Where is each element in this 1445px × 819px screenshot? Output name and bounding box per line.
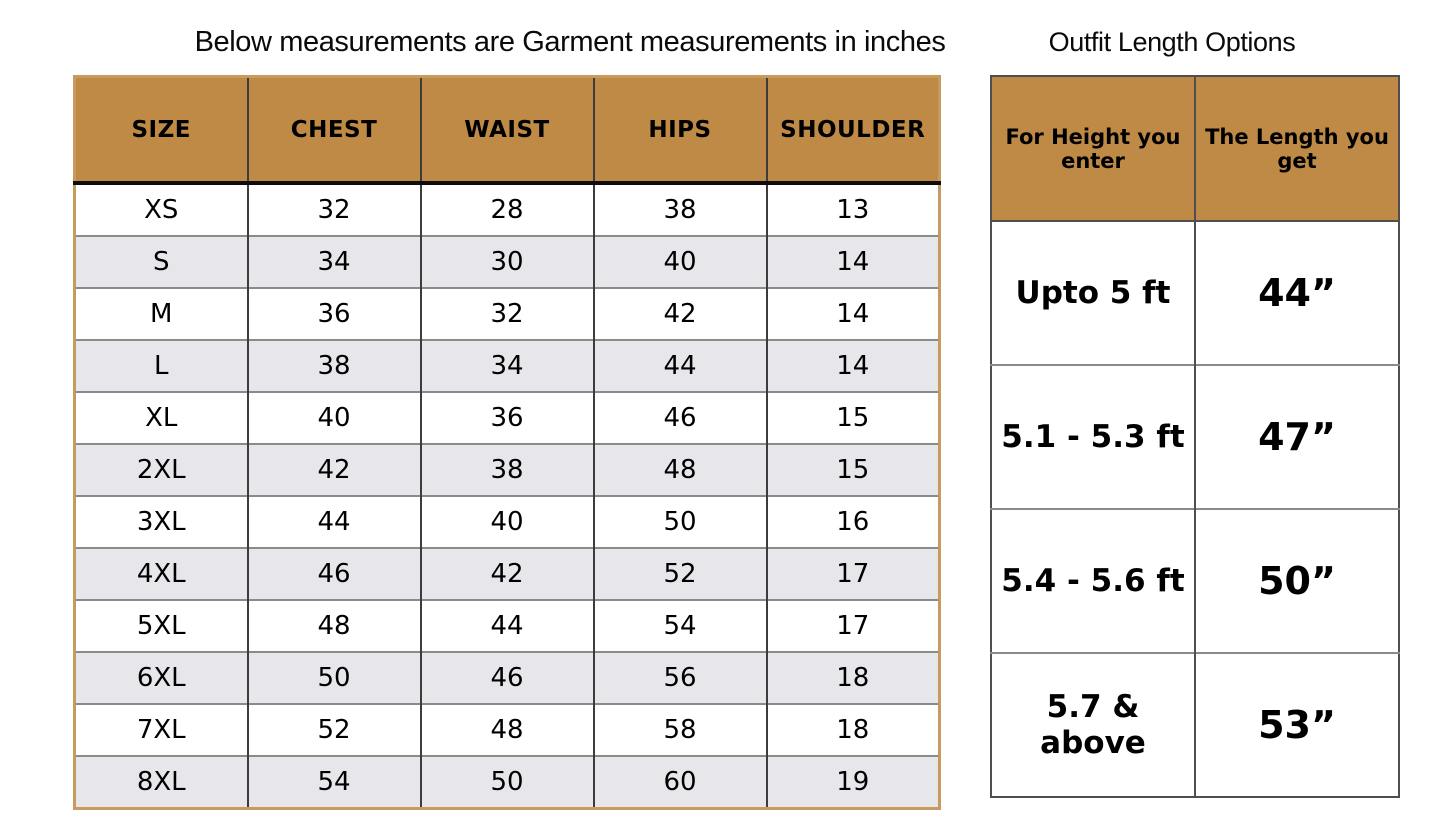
table-cell: 44 [419, 599, 594, 652]
size-chart-header-row: SIZE CHEST WAIST HIPS SHOULDER [74, 76, 940, 185]
table-cell: 50” [1194, 508, 1399, 653]
table-row: M 36 32 42 14 [74, 287, 940, 340]
table-cell: 44” [1194, 220, 1399, 365]
table-cell: 46 [246, 547, 421, 600]
table-cell: 13 [765, 182, 940, 236]
table-row: XS 32 28 38 13 [74, 182, 940, 236]
table-row: 7XL 52 48 58 18 [74, 703, 940, 756]
table-cell: XL [74, 391, 248, 444]
column-header: The Length you get [1194, 76, 1399, 222]
table-cell: 54 [246, 755, 421, 809]
table-cell: 5XL [74, 599, 248, 652]
table-cell: 54 [592, 599, 767, 652]
table-cell: 18 [765, 651, 940, 704]
table-cell: 8XL [74, 755, 248, 809]
table-cell: 48 [246, 599, 421, 652]
table-cell: 44 [592, 339, 767, 392]
table-cell: 40 [419, 495, 594, 548]
table-cell: 30 [419, 235, 594, 288]
table-row: 5.7 & above 53” [991, 652, 1399, 797]
table-row: 5XL 48 44 54 17 [74, 599, 940, 652]
table-cell: 44 [246, 495, 421, 548]
table-cell: 18 [765, 703, 940, 756]
table-row: 4XL 46 42 52 17 [74, 547, 940, 600]
table-cell: 15 [765, 443, 940, 496]
table-cell: 16 [765, 495, 940, 548]
table-cell: 46 [592, 391, 767, 444]
table-row: S 34 30 40 14 [74, 235, 940, 288]
table-cell: 38 [592, 182, 767, 236]
table-cell: 42 [592, 287, 767, 340]
column-header: SHOULDER [765, 76, 940, 185]
table-row: 5.1 - 5.3 ft 47” [991, 364, 1399, 509]
size-chart-body: XS 32 28 38 13 S 34 30 40 14 M 36 32 42 14 L 38 34 44 14 XL 4… [74, 182, 940, 809]
table-cell: 52 [246, 703, 421, 756]
table-row: L 38 34 44 14 [74, 339, 940, 392]
table-row: Upto 5 ft 44” [991, 220, 1399, 365]
size-chart-title: Below measurements are Garment measureme… [194, 26, 946, 58]
table-cell: 3XL [74, 495, 248, 548]
table-cell: 48 [592, 443, 767, 496]
table-cell: 34 [419, 339, 594, 392]
table-cell: 15 [765, 391, 940, 444]
table-cell: 19 [765, 755, 940, 809]
table-cell: L [74, 339, 248, 392]
table-cell: 42 [246, 443, 421, 496]
table-cell: 6XL [74, 651, 248, 704]
table-cell: 42 [419, 547, 594, 600]
table-cell: 58 [592, 703, 767, 756]
length-options-body: Upto 5 ft 44” 5.1 - 5.3 ft 47” 5.4 - 5.6 ft 5… [991, 220, 1399, 797]
table-cell: 14 [765, 235, 940, 288]
table-cell: Upto 5 ft [991, 220, 1195, 365]
length-options-header-row: For Height you enter The Length you get [991, 76, 1399, 222]
column-header: CHEST [246, 76, 421, 185]
table-cell: 53” [1194, 652, 1399, 797]
table-cell: 32 [246, 182, 421, 236]
table-row: 6XL 50 46 56 18 [74, 651, 940, 704]
table-row: 3XL 44 40 50 16 [74, 495, 940, 548]
table-row: 8XL 54 50 60 19 [74, 755, 940, 809]
column-header: HIPS [592, 76, 767, 185]
table-row: 2XL 42 38 48 15 [74, 443, 940, 496]
table-cell: 2XL [74, 443, 248, 496]
table-cell: 32 [419, 287, 594, 340]
column-header: WAIST [419, 76, 594, 185]
table-cell: 48 [419, 703, 594, 756]
table-cell: 5.4 - 5.6 ft [991, 508, 1195, 653]
table-cell: 47” [1194, 364, 1399, 509]
table-cell: 5.7 & above [991, 652, 1195, 797]
table-cell: 14 [765, 339, 940, 392]
length-options-title: Outfit Length Options [1048, 27, 1296, 57]
length-options-table: For Height you enter The Length you get U… [990, 75, 1400, 798]
table-cell: 14 [765, 287, 940, 340]
table-cell: 46 [419, 651, 594, 704]
table-cell: 36 [419, 391, 594, 444]
table-cell: 50 [592, 495, 767, 548]
table-cell: M [74, 287, 248, 340]
size-chart-table: SIZE CHEST WAIST HIPS SHOULDER XS 32 28 38 13 S 34… [73, 75, 941, 810]
table-cell: S [74, 235, 248, 288]
table-cell: 56 [592, 651, 767, 704]
column-header: SIZE [74, 76, 248, 185]
table-cell: 36 [246, 287, 421, 340]
table-cell: 50 [246, 651, 421, 704]
table-cell: 40 [592, 235, 767, 288]
table-cell: 17 [765, 599, 940, 652]
table-cell: 5.1 - 5.3 ft [991, 364, 1195, 509]
table-row: 5.4 - 5.6 ft 50” [991, 508, 1399, 653]
table-cell: 38 [419, 443, 594, 496]
table-cell: 7XL [74, 703, 248, 756]
table-cell: 52 [592, 547, 767, 600]
table-cell: 4XL [74, 547, 248, 600]
table-cell: 28 [419, 182, 594, 236]
table-cell: 38 [246, 339, 421, 392]
table-cell: 17 [765, 547, 940, 600]
table-row: XL 40 36 46 15 [74, 391, 940, 444]
table-cell: 34 [246, 235, 421, 288]
table-cell: 50 [419, 755, 594, 809]
table-cell: XS [74, 182, 248, 236]
column-header: For Height you enter [991, 76, 1195, 222]
table-cell: 40 [246, 391, 421, 444]
table-cell: 60 [592, 755, 767, 809]
